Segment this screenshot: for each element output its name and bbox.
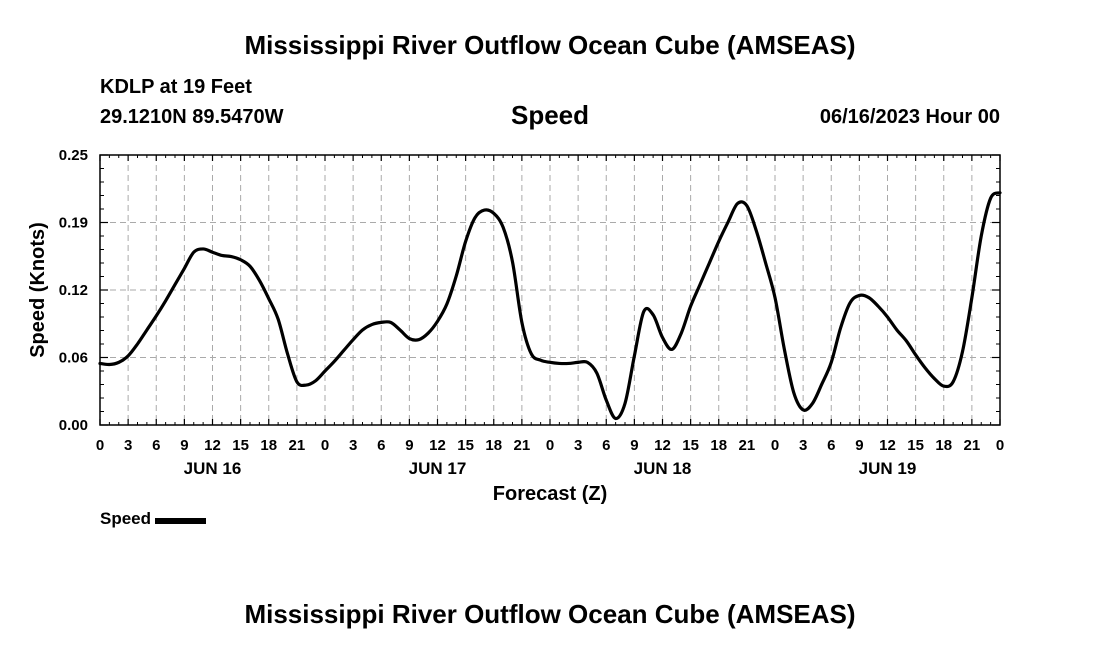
x-tick-label: 0 <box>321 437 329 454</box>
y-tick-label: 0.06 <box>59 350 88 367</box>
x-tick-label: 0 <box>96 437 104 454</box>
day-labels: JUN 16 JUN 17 JUN 18 JUN 19 <box>184 459 917 478</box>
chart-title: Speed <box>510 100 590 130</box>
x-tick-label: 3 <box>349 437 357 454</box>
y-tick-label: 0.19 <box>59 215 88 232</box>
y-tick-label: 0.25 <box>59 147 88 164</box>
x-tick-label: 18 <box>935 437 952 454</box>
x-tick-label: 15 <box>232 437 249 454</box>
x-tick-label: 3 <box>124 437 132 454</box>
x-tick-label: 12 <box>879 437 896 454</box>
x-tick-label: 0 <box>996 437 1004 454</box>
x-tick-label: 0 <box>771 437 779 454</box>
coordinates-label: 29.1210N 89.5470W <box>100 106 284 128</box>
x-tick-label: 15 <box>907 437 924 454</box>
day-label: JUN 17 <box>409 459 467 478</box>
x-tick-label: 3 <box>799 437 807 454</box>
x-tick-label: 6 <box>377 437 385 454</box>
x-tick-label: 9 <box>855 437 863 454</box>
x-tick-label: 12 <box>429 437 446 454</box>
x-tick-label: 18 <box>710 437 727 454</box>
day-label: JUN 16 <box>184 459 242 478</box>
x-tick-label: 15 <box>457 437 474 454</box>
x-tick-label: 15 <box>682 437 699 454</box>
legend-swatch <box>155 517 207 524</box>
x-tick-label: 9 <box>405 437 413 454</box>
x-tick-label: 18 <box>485 437 502 454</box>
station-label: KDLP at 19 Feet <box>100 76 252 98</box>
x-tick-label: 6 <box>602 437 610 454</box>
x-tick-label: 9 <box>630 437 638 454</box>
datetime-label: 06/16/2023 Hour 00 <box>819 106 1000 128</box>
x-tick-label: 0 <box>546 437 554 454</box>
x-tick-label: 18 <box>260 437 277 454</box>
x-tick-labels: 0 3 6 9 12 15 18 21 0 3 6 9 12 15 18 21 0 3 6 9 12 15 18 21 0 3 6 9… <box>96 437 1004 454</box>
day-label: JUN 19 <box>859 459 917 478</box>
y-tick-label: 0.12 <box>59 282 88 299</box>
x-tick-label: 6 <box>827 437 835 454</box>
x-tick-label: 9 <box>180 437 188 454</box>
speed-series-line <box>98 191 1002 421</box>
x-tick-label: 6 <box>152 437 160 454</box>
legend-label: Speed <box>100 509 152 528</box>
x-tick-label: 3 <box>574 437 582 454</box>
footer-title: Mississippi River Outflow Ocean Cube (AM… <box>244 599 856 629</box>
series-layer <box>98 191 1002 421</box>
x-tick-label: 21 <box>964 437 981 454</box>
x-tick-label: 12 <box>654 437 671 454</box>
grid-lines <box>100 155 1000 425</box>
y-tick-labels: 0.00 0.06 0.12 0.19 0.25 <box>59 147 88 434</box>
x-axis-label: Forecast (Z) <box>493 483 607 505</box>
x-tick-label: 21 <box>514 437 531 454</box>
y-axis-label: Speed (Knots) <box>27 222 49 358</box>
day-label: JUN 18 <box>634 459 692 478</box>
x-tick-label: 21 <box>739 437 756 454</box>
plot-frame <box>99 154 1001 426</box>
x-tick-label: 21 <box>289 437 306 454</box>
x-tick-label: 12 <box>204 437 221 454</box>
legend: Speed <box>100 509 207 529</box>
page-title: Mississippi River Outflow Ocean Cube (AM… <box>244 30 856 60</box>
y-tick-label: 0.00 <box>59 417 88 434</box>
